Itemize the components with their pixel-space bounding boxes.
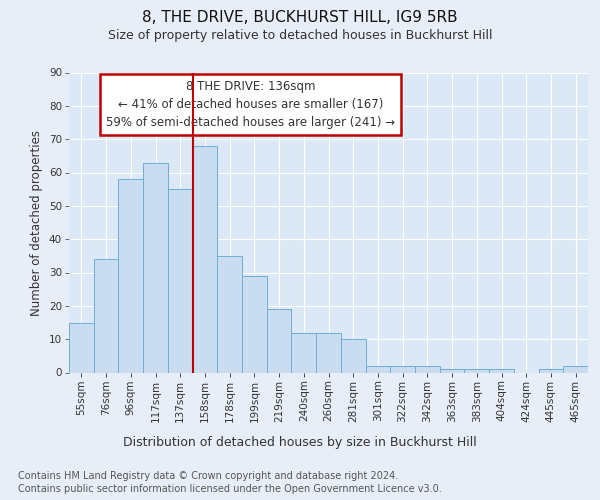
Bar (539, 369, 563, 372)
Bar (440, 369, 464, 372)
Text: Distribution of detached houses by size in Buckhurst Hill: Distribution of detached houses by size … (123, 436, 477, 449)
Text: Contains HM Land Registry data © Crown copyright and database right 2024.: Contains HM Land Registry data © Crown c… (18, 471, 398, 481)
Bar (489, 369, 514, 372)
Bar (118, 179, 143, 372)
Text: Contains public sector information licensed under the Open Government Licence v3: Contains public sector information licen… (18, 484, 442, 494)
Bar (365, 366, 390, 372)
Y-axis label: Number of detached properties: Number of detached properties (31, 130, 43, 316)
Text: 8 THE DRIVE: 136sqm
← 41% of detached houses are smaller (167)
59% of semi-detac: 8 THE DRIVE: 136sqm ← 41% of detached ho… (106, 80, 395, 129)
Bar (193, 146, 217, 372)
Bar (341, 339, 365, 372)
Bar (143, 162, 168, 372)
Bar (94, 259, 118, 372)
Bar (464, 369, 489, 372)
Bar (69, 322, 94, 372)
Bar (242, 276, 267, 372)
Text: Size of property relative to detached houses in Buckhurst Hill: Size of property relative to detached ho… (108, 28, 492, 42)
Bar (390, 366, 415, 372)
Bar (316, 332, 341, 372)
Bar (415, 366, 440, 372)
Bar (217, 256, 242, 372)
Bar (267, 309, 292, 372)
Bar (292, 332, 316, 372)
Text: 8, THE DRIVE, BUCKHURST HILL, IG9 5RB: 8, THE DRIVE, BUCKHURST HILL, IG9 5RB (142, 10, 458, 25)
Bar (168, 189, 193, 372)
Bar (563, 366, 588, 372)
